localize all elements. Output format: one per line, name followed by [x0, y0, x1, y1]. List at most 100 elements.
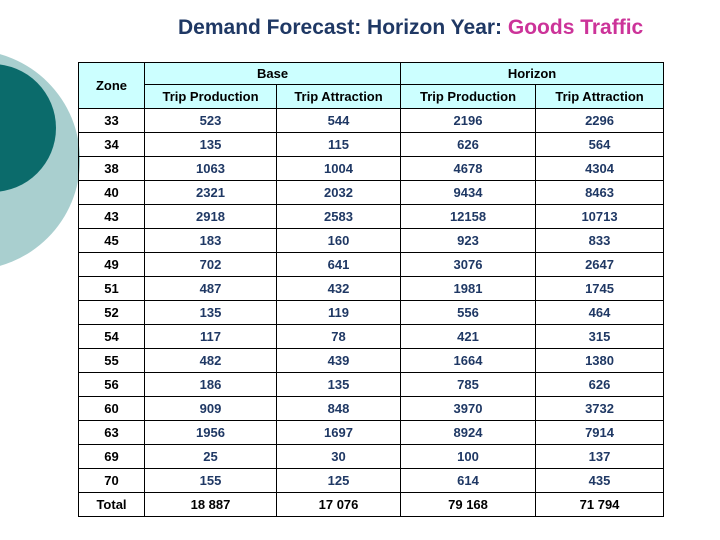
page-title: Demand Forecast: Horizon Year: Goods Tra… [178, 16, 718, 40]
total-row: Total 18 887 17 076 79 168 71 794 [78, 492, 665, 517]
zone-cell: 45 [78, 228, 145, 253]
base-attraction-cell: 2032 [275, 180, 402, 205]
horizon-production-cell: 614 [400, 468, 537, 493]
horizon-attraction-cell: 833 [535, 228, 665, 253]
zone-cell: 60 [78, 396, 145, 421]
subheader-base-production: Trip Production [144, 84, 277, 109]
horizon-production-cell: 4678 [400, 156, 537, 181]
total-label: Total [78, 492, 145, 517]
table-row: 63 1956 1697 8924 7914 [78, 420, 665, 445]
zone-cell: 70 [78, 468, 145, 493]
zone-cell: 40 [78, 180, 145, 205]
group-header-horizon: Horizon [400, 62, 665, 85]
base-production-cell: 1063 [144, 156, 277, 181]
zone-cell: 55 [78, 348, 145, 373]
horizon-attraction-cell: 626 [535, 372, 665, 397]
zone-cell: 43 [78, 204, 145, 229]
table-row: 43 2918 2583 12158 10713 [78, 204, 665, 229]
horizon-production-cell: 626 [400, 132, 537, 157]
horizon-attraction-cell: 4304 [535, 156, 665, 181]
base-attraction-cell: 115 [275, 132, 402, 157]
subheader-horizon-attraction: Trip Attraction [535, 84, 665, 109]
base-production-cell: 523 [144, 108, 277, 133]
horizon-attraction-cell: 2296 [535, 108, 665, 133]
table-row: 56 186 135 785 626 [78, 372, 665, 397]
horizon-attraction-cell: 3732 [535, 396, 665, 421]
base-attraction-cell: 641 [275, 252, 402, 277]
table-row: 51 487 432 1981 1745 [78, 276, 665, 301]
base-production-cell: 702 [144, 252, 277, 277]
horizon-attraction-cell: 435 [535, 468, 665, 493]
total-cell: 79 168 [400, 492, 537, 517]
table-row: 52 135 119 556 464 [78, 300, 665, 325]
horizon-production-cell: 556 [400, 300, 537, 325]
base-production-cell: 1956 [144, 420, 277, 445]
subheader-base-attraction: Trip Attraction [275, 84, 402, 109]
table-row: 60 909 848 3970 3732 [78, 396, 665, 421]
decorative-circles [0, 0, 80, 300]
base-production-cell: 487 [144, 276, 277, 301]
base-attraction-cell: 135 [275, 372, 402, 397]
horizon-production-cell: 421 [400, 324, 537, 349]
base-attraction-cell: 125 [275, 468, 402, 493]
horizon-attraction-cell: 1745 [535, 276, 665, 301]
base-attraction-cell: 432 [275, 276, 402, 301]
base-production-cell: 155 [144, 468, 277, 493]
horizon-production-cell: 2196 [400, 108, 537, 133]
base-attraction-cell: 1004 [275, 156, 402, 181]
horizon-attraction-cell: 464 [535, 300, 665, 325]
horizon-production-cell: 785 [400, 372, 537, 397]
total-cell: 17 076 [275, 492, 402, 517]
horizon-production-cell: 1664 [400, 348, 537, 373]
horizon-attraction-cell: 315 [535, 324, 665, 349]
zone-cell: 34 [78, 132, 145, 157]
horizon-production-cell: 12158 [400, 204, 537, 229]
zone-cell: 51 [78, 276, 145, 301]
base-production-cell: 482 [144, 348, 277, 373]
base-attraction-cell: 78 [275, 324, 402, 349]
table-row: 69 25 30 100 137 [78, 444, 665, 469]
base-attraction-cell: 119 [275, 300, 402, 325]
base-attraction-cell: 160 [275, 228, 402, 253]
group-header-base: Base [143, 62, 402, 85]
zone-header: Zone [78, 62, 145, 109]
table-row: 45 183 160 923 833 [78, 228, 665, 253]
zone-cell: 63 [78, 420, 145, 445]
title-main: Demand Forecast: Horizon Year: [178, 16, 508, 39]
title-highlight: Goods Traffic [507, 16, 644, 39]
horizon-production-cell: 1981 [400, 276, 537, 301]
horizon-production-cell: 3076 [400, 252, 537, 277]
base-production-cell: 135 [144, 132, 277, 157]
zone-cell: 69 [78, 444, 145, 469]
horizon-production-cell: 3970 [400, 396, 537, 421]
zone-cell: 54 [78, 324, 145, 349]
base-production-cell: 25 [144, 444, 277, 469]
base-production-cell: 117 [144, 324, 277, 349]
base-production-cell: 909 [144, 396, 277, 421]
base-attraction-cell: 30 [275, 444, 402, 469]
horizon-attraction-cell: 10713 [535, 204, 665, 229]
horizon-attraction-cell: 137 [535, 444, 665, 469]
zone-cell: 52 [78, 300, 145, 325]
total-cell: 18 887 [144, 492, 277, 517]
horizon-attraction-cell: 1380 [535, 348, 665, 373]
base-production-cell: 2918 [144, 204, 277, 229]
base-attraction-cell: 544 [275, 108, 402, 133]
table-row: 54 117 78 421 315 [78, 324, 665, 349]
table-row: 49 702 641 3076 2647 [78, 252, 665, 277]
zone-cell: 56 [78, 372, 145, 397]
table-body: 33 523 544 2196 2296 34 135 115 626 564 38 1063 1004… [78, 108, 665, 517]
table-row: 38 1063 1004 4678 4304 [78, 156, 665, 181]
table-row: 70 155 125 614 435 [78, 468, 665, 493]
horizon-attraction-cell: 8463 [535, 180, 665, 205]
zone-cell: 49 [78, 252, 145, 277]
horizon-production-cell: 923 [400, 228, 537, 253]
zone-cell: 33 [78, 108, 145, 133]
base-attraction-cell: 1697 [275, 420, 402, 445]
zone-cell: 38 [78, 156, 145, 181]
base-attraction-cell: 2583 [275, 204, 402, 229]
horizon-attraction-cell: 2647 [535, 252, 665, 277]
table-row: 40 2321 2032 9434 8463 [78, 180, 665, 205]
horizon-attraction-cell: 564 [535, 132, 665, 157]
base-production-cell: 186 [144, 372, 277, 397]
